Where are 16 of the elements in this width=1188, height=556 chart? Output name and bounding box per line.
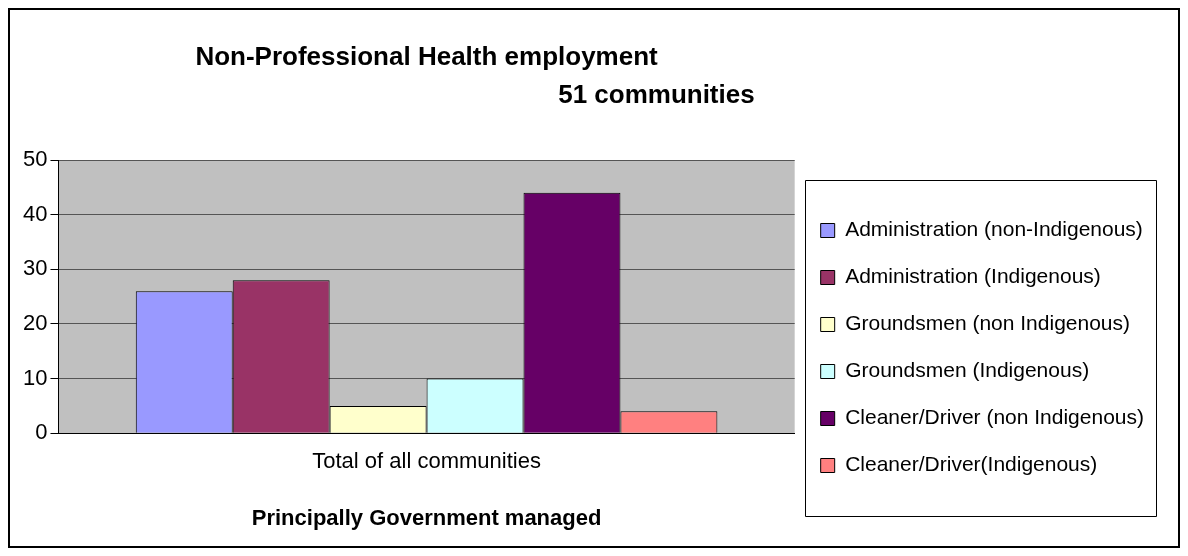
y-tick-label: 50	[22, 146, 48, 172]
chart-title: Non-Professional Health employment	[195, 41, 659, 72]
y-tick-label: 0	[35, 419, 48, 445]
y-tick-label: 40	[22, 200, 48, 226]
x-tick-label: Total of all communities	[312, 448, 541, 474]
legend-label: Groundsmen (Indigenous)	[845, 358, 1090, 382]
y-tick-label: 20	[22, 309, 48, 335]
y-tick-label: 30	[22, 255, 48, 281]
legend-label: Groundsmen (non Indigenous)	[845, 311, 1131, 335]
y-tick-label: 10	[22, 364, 48, 390]
legend-label: Cleaner/Driver(Indigenous)	[845, 452, 1098, 476]
legend-label: Administration (Indigenous)	[845, 264, 1101, 288]
chart-subtitle: 51 communities	[558, 79, 755, 110]
legend-label: Administration (non-Indigenous)	[845, 217, 1143, 241]
legend-label: Cleaner/Driver (non Indigenous)	[845, 405, 1145, 429]
x-axis-title: Principally Government managed	[251, 504, 602, 530]
